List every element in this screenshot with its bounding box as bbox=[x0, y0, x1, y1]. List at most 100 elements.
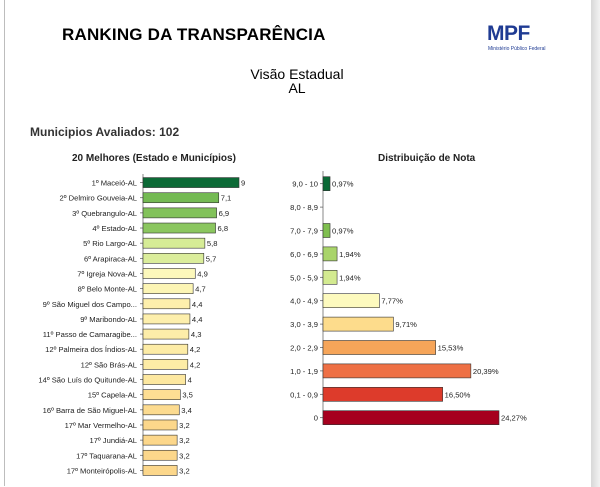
top20-value-label: 3,5 bbox=[182, 391, 193, 400]
top20-bar bbox=[142, 253, 205, 264]
distribution-value-label: 15,53% bbox=[438, 344, 464, 353]
top20-bar bbox=[142, 389, 181, 400]
distribution-category-label: 1,0 - 1,9 bbox=[290, 367, 318, 376]
top20-bar bbox=[142, 434, 178, 446]
top20-value-label: 5,7 bbox=[206, 254, 217, 263]
distribution-bar bbox=[322, 293, 380, 309]
view-title: Visão Estadual bbox=[250, 66, 344, 82]
distribution-category-label: 8,0 - 8,9 bbox=[290, 203, 318, 212]
distribution-bar bbox=[322, 246, 338, 262]
top20-bar bbox=[142, 177, 240, 188]
top20-category-label: 3º Quebrangulo-AL bbox=[72, 209, 137, 218]
distribution-value-label: 20,39% bbox=[473, 367, 499, 376]
distribution-category-label: 9,0 - 10 bbox=[292, 180, 318, 189]
distribution-value-label: 1,94% bbox=[339, 273, 361, 282]
top20-bar bbox=[142, 237, 206, 249]
distribution-bar bbox=[322, 340, 436, 355]
top20-category-label: 5º Rio Largo-AL bbox=[83, 239, 137, 248]
distribution-bar bbox=[322, 269, 338, 285]
top20-value-label: 4 bbox=[188, 376, 192, 385]
top20-category-label: 17º Mar Vermelho-AL bbox=[65, 421, 137, 430]
distribution-value-label: 24,27% bbox=[501, 414, 527, 423]
top20-category-label: 12º São Brás-AL bbox=[81, 360, 137, 369]
top20-category-label: 17º Monteirópolis-AL bbox=[67, 466, 137, 475]
top20-bar bbox=[142, 343, 189, 355]
top20-bar bbox=[142, 449, 178, 461]
top20-value-label: 4,3 bbox=[191, 330, 202, 339]
distribution-value-label: 0,97% bbox=[332, 227, 354, 236]
distribution-value-label: 1,94% bbox=[339, 250, 361, 259]
top20-value-label: 4,4 bbox=[192, 315, 203, 324]
distribution-value-label: 7,77% bbox=[381, 297, 403, 306]
state-title: AL bbox=[288, 80, 306, 96]
distribution-category-label: 2,0 - 2,9 bbox=[290, 344, 318, 353]
distribution-category-label: 6,0 - 6,9 bbox=[290, 250, 318, 259]
distribution-value-label: 16,50% bbox=[445, 390, 471, 399]
top20-value-label: 3,2 bbox=[179, 451, 190, 460]
top20-bar bbox=[142, 419, 178, 431]
top20-value-label: 3,2 bbox=[179, 436, 190, 445]
logo-subtitle: Ministério Público Federal bbox=[488, 46, 546, 52]
top20-value-label: 3,2 bbox=[179, 421, 190, 430]
distribution-bar bbox=[322, 176, 331, 191]
top20-bar bbox=[142, 313, 191, 325]
top20-category-label: 2º Delmiro Gouveia-AL bbox=[60, 194, 137, 203]
top20-bar bbox=[142, 374, 186, 385]
top20-category-label: 15º Capela-AL bbox=[88, 391, 137, 400]
top20-category-label: 17º Taquarana-AL bbox=[76, 451, 137, 460]
distribution-bar bbox=[322, 386, 443, 402]
distribution-chart-title: Distribuição de Nota bbox=[378, 153, 476, 164]
top20-value-label: 4,7 bbox=[195, 285, 206, 294]
top20-bar bbox=[142, 268, 196, 279]
top20-value-label: 7,1 bbox=[221, 194, 232, 203]
distribution-value-label: 0,97% bbox=[332, 180, 354, 189]
distribution-bar bbox=[322, 316, 394, 332]
top20-category-label: 1º Maceió-AL bbox=[92, 179, 137, 188]
distribution-category-label: 3,0 - 3,9 bbox=[290, 320, 318, 329]
distribution-category-label: 5,0 - 5,9 bbox=[290, 273, 318, 282]
top20-bar bbox=[142, 207, 217, 219]
top20-category-label: 12º Palmeira dos Índios-AL bbox=[45, 345, 137, 354]
top20-bar bbox=[142, 222, 216, 234]
top20-bar bbox=[142, 298, 191, 310]
distribution-value-label: 9,71% bbox=[395, 320, 417, 329]
distribution-category-label: 7,0 - 7,9 bbox=[290, 227, 318, 236]
top20-category-label: 11º Passo de Camaragibe... bbox=[43, 330, 137, 339]
top20-value-label: 4,4 bbox=[192, 300, 203, 309]
top20-value-label: 4,9 bbox=[197, 269, 208, 278]
top20-category-label: 8º Belo Monte-AL bbox=[78, 285, 137, 294]
top20-category-label: 6º Arapiraca-AL bbox=[84, 254, 137, 263]
top20-value-label: 4,2 bbox=[190, 360, 201, 369]
page-title: RANKING DA TRANSPARÊNCIA bbox=[62, 25, 326, 44]
top20-bar bbox=[142, 283, 194, 294]
top20-category-label: 17º Jundiá-AL bbox=[89, 436, 137, 445]
top20-chart-title: 20 Melhores (Estado e Municípios) bbox=[72, 153, 236, 164]
distribution-category-label: 0 bbox=[314, 414, 318, 423]
logo-text: MPF bbox=[487, 22, 530, 45]
top20-bar bbox=[142, 359, 189, 370]
page-shadow bbox=[591, 0, 600, 487]
top20-category-label: 9º Maribondo-AL bbox=[80, 315, 137, 324]
top20-value-label: 4,2 bbox=[190, 345, 201, 354]
top20-category-label: 16º Barra de São Miguel-AL bbox=[43, 406, 137, 415]
top20-category-label: 14º São Luís do Quitunde-AL bbox=[38, 376, 137, 385]
top20-bar bbox=[142, 465, 178, 476]
top20-value-label: 6,8 bbox=[218, 224, 229, 233]
mpf-logo: MPF Ministério Público Federal bbox=[487, 22, 549, 56]
top20-category-label: 7º Igreja Nova-AL bbox=[77, 269, 137, 278]
top20-value-label: 5,8 bbox=[207, 239, 218, 248]
top20-bar bbox=[142, 192, 220, 204]
top20-bar bbox=[142, 328, 190, 340]
distribution-category-label: 4,0 - 4,9 bbox=[290, 297, 318, 306]
distribution-bar bbox=[322, 363, 472, 379]
top20-category-label: 9º São Miguel dos Campo... bbox=[43, 300, 137, 309]
top20-value-label: 3,4 bbox=[181, 406, 192, 415]
top20-category-label: 4º Estado-AL bbox=[92, 224, 137, 233]
top20-value-label: 9 bbox=[241, 179, 245, 188]
evaluated-count: Municipios Avaliados: 102 bbox=[30, 125, 180, 139]
top20-value-label: 6,9 bbox=[219, 209, 230, 218]
distribution-category-label: 0,1 - 0,9 bbox=[290, 390, 318, 399]
top20-bar bbox=[142, 404, 180, 416]
top20-value-label: 3,2 bbox=[179, 466, 190, 475]
